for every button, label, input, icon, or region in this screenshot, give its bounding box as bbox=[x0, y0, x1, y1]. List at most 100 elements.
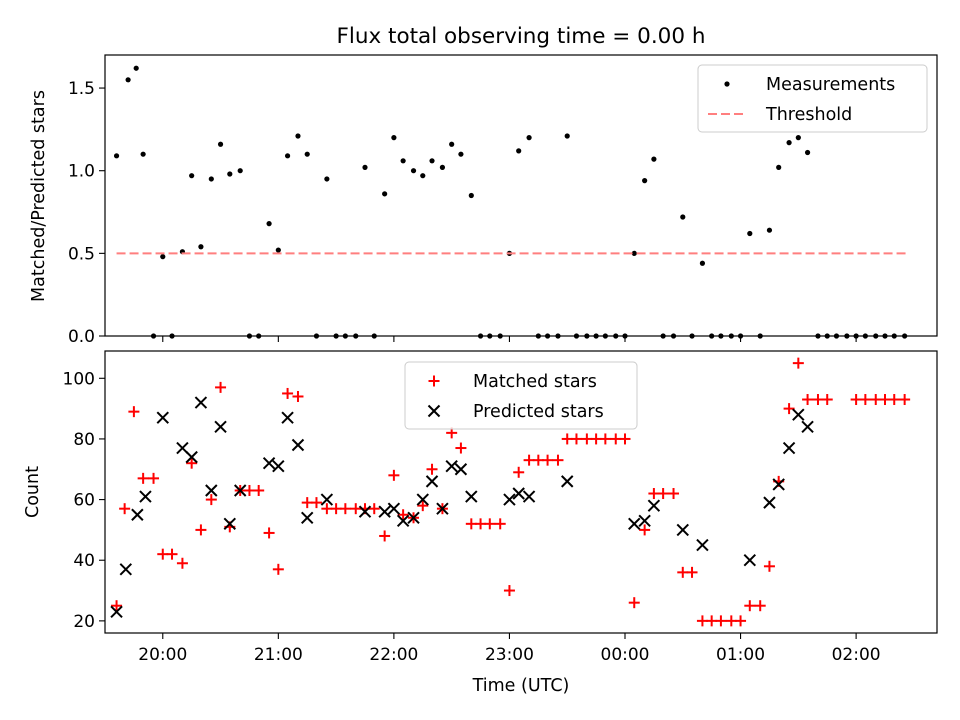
predicted-star-marker bbox=[416, 493, 429, 506]
predicted-star-marker bbox=[628, 517, 641, 531]
top-y-tick-label: 0.5 bbox=[68, 244, 95, 264]
predicted-star-marker bbox=[272, 460, 285, 473]
matched-star-marker bbox=[590, 433, 602, 445]
measurement-point bbox=[660, 333, 666, 339]
predicted-star-marker bbox=[743, 554, 757, 567]
measurement-point bbox=[256, 333, 262, 339]
measurement-point bbox=[237, 168, 243, 174]
matched-star-marker bbox=[821, 394, 833, 406]
measurement-point bbox=[573, 333, 580, 339]
measurement-point bbox=[622, 333, 628, 339]
bottom-x-tick-label: 01:00 bbox=[716, 645, 765, 665]
measurement-point bbox=[468, 192, 474, 199]
measurement-point bbox=[891, 333, 897, 339]
measurement-point bbox=[718, 333, 724, 339]
matched-star-marker bbox=[561, 433, 573, 445]
predicted-star-marker bbox=[465, 490, 478, 503]
matched-star-marker bbox=[735, 615, 747, 627]
matched-star-marker bbox=[870, 394, 882, 406]
matched-star-marker bbox=[668, 488, 680, 500]
predicted-star-marker bbox=[358, 505, 372, 518]
measurement-point bbox=[689, 333, 695, 339]
measurement-point bbox=[680, 214, 686, 220]
measurement-point bbox=[824, 333, 830, 339]
matched-star-marker bbox=[619, 433, 631, 445]
matched-star-marker bbox=[503, 585, 515, 597]
bottom-legend-box bbox=[404, 361, 638, 430]
matched-star-marker bbox=[128, 406, 140, 418]
bottom-y-tick-label: 80 bbox=[73, 430, 95, 450]
top-panel-frame bbox=[104, 54, 938, 337]
matched-star-marker bbox=[850, 394, 862, 406]
matched-star-marker bbox=[657, 488, 669, 500]
bottom-x-tick-label: 22:00 bbox=[369, 645, 418, 665]
bottom-y-tick-label: 20 bbox=[73, 612, 95, 632]
predicted-star-marker bbox=[194, 396, 208, 409]
matched-star-marker bbox=[754, 600, 766, 612]
measurement-point bbox=[420, 173, 426, 179]
matched-star-marker bbox=[570, 433, 582, 445]
measurement-point bbox=[862, 333, 868, 339]
predicted-star-marker bbox=[214, 420, 227, 434]
measurement-point bbox=[125, 77, 131, 83]
bottom-x-tick-label: 02:00 bbox=[832, 645, 881, 665]
measurement-point bbox=[631, 250, 637, 256]
matched-star-marker bbox=[725, 615, 737, 627]
bottom-y-ticks: 20 40 60 80 100 bbox=[63, 369, 105, 632]
predicted-star-marker bbox=[396, 514, 410, 528]
matched-star-marker bbox=[186, 457, 198, 469]
matched-star-marker bbox=[379, 530, 391, 542]
matched-star-marker bbox=[494, 518, 506, 530]
measurement-point bbox=[198, 244, 204, 250]
measurement-point bbox=[602, 333, 608, 339]
matched-star-marker bbox=[812, 394, 824, 406]
measurement-point bbox=[477, 333, 484, 339]
matched-star-marker bbox=[552, 454, 564, 466]
matched-star-marker bbox=[542, 454, 554, 466]
measurement-point bbox=[169, 333, 175, 339]
measurement-point bbox=[295, 133, 301, 139]
predicted-star-marker bbox=[233, 484, 247, 497]
matched-star-marker bbox=[417, 500, 429, 512]
matched-star-marker bbox=[802, 394, 814, 406]
measurement-point bbox=[160, 254, 166, 260]
measurement-point bbox=[449, 141, 455, 147]
top-y-tick-label: 1.5 bbox=[68, 79, 95, 99]
matched-star-marker bbox=[532, 454, 544, 466]
measurement-point bbox=[728, 333, 734, 339]
predicted-star-marker bbox=[131, 508, 144, 521]
legend-label: Threshold bbox=[765, 105, 852, 125]
top-x-ticks bbox=[162, 336, 857, 342]
matched-star-marker bbox=[166, 548, 178, 560]
measurement-point bbox=[699, 260, 706, 266]
measurement-point bbox=[227, 171, 233, 177]
predicted-star-marker bbox=[782, 441, 796, 455]
measurement-point bbox=[304, 151, 310, 157]
matched-star-marker bbox=[272, 563, 284, 575]
predicted-star-marker bbox=[110, 605, 123, 618]
predicted-star-marker bbox=[561, 475, 574, 488]
bottom-data-marks bbox=[110, 357, 911, 627]
top-panel: Matched/Predicted stars 0.0 0.5 1.0 1.5 Mea… bbox=[29, 54, 938, 347]
bottom-y-axis-label: Count bbox=[23, 466, 43, 518]
matched-star-marker bbox=[157, 548, 169, 560]
top-y-tick-label: 0.0 bbox=[68, 327, 95, 347]
measurement-point bbox=[429, 158, 435, 164]
measurement-point bbox=[189, 173, 195, 179]
measurement-point bbox=[150, 333, 157, 339]
legend-measurement-swatch bbox=[724, 81, 730, 87]
measurement-point bbox=[902, 333, 908, 339]
matched-star-marker bbox=[301, 497, 313, 509]
matched-star-marker bbox=[292, 390, 304, 402]
bottom-y-tick-label: 60 bbox=[73, 491, 95, 511]
measurement-point bbox=[786, 140, 792, 146]
predicted-star-marker bbox=[638, 514, 651, 528]
bottom-x-tick-label: 21:00 bbox=[254, 645, 303, 665]
measurement-point bbox=[709, 333, 715, 339]
predicted-star-marker bbox=[119, 563, 133, 576]
top-y-ticks: 0.0 0.5 1.0 1.5 bbox=[68, 79, 105, 347]
legend-matched-swatch bbox=[428, 375, 440, 387]
matched-star-marker bbox=[137, 472, 149, 484]
matched-star-marker bbox=[310, 497, 322, 509]
